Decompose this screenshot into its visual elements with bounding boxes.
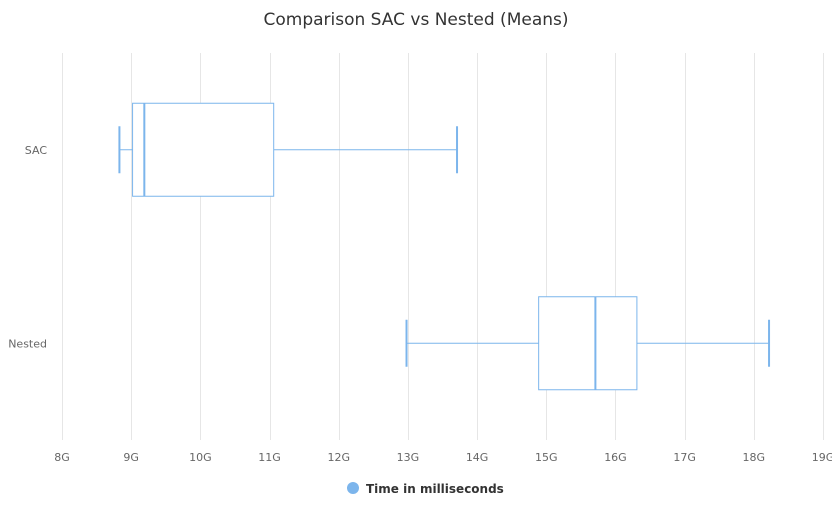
chart-title: Comparison SAC vs Nested (Means) (263, 10, 568, 30)
x-axis-ticks: 8G 9G 10G 11G 12G 13G 14G 15G 16G 17G 18G 19G (54, 451, 832, 464)
x-tick-label: 18G (743, 451, 766, 464)
x-tick-label: 17G (673, 451, 696, 464)
x-tick-label: 8G (54, 451, 70, 464)
box-item (118, 102, 459, 197)
x-tick-label: 15G (535, 451, 558, 464)
legend-marker-icon[interactable] (347, 482, 359, 494)
category-label: SAC (25, 144, 48, 157)
category-label: Nested (8, 337, 47, 350)
x-tick-label: 16G (604, 451, 627, 464)
x-tick-label: 13G (397, 451, 420, 464)
legend[interactable]: Time in milliseconds (347, 482, 504, 496)
legend-item-label[interactable]: Time in milliseconds (366, 482, 504, 496)
box-item (405, 296, 771, 391)
x-tick-label: 14G (466, 451, 489, 464)
x-tick-label: 10G (189, 451, 212, 464)
x-tick-label: 11G (258, 451, 281, 464)
box-series (118, 102, 771, 391)
x-tick-label: 19G (812, 451, 832, 464)
box-rect (538, 296, 638, 391)
box-rect (132, 102, 275, 197)
x-tick-label: 9G (123, 451, 139, 464)
x-tick-label: 12G (327, 451, 350, 464)
y-axis-labels: SAC Nested (8, 144, 47, 351)
